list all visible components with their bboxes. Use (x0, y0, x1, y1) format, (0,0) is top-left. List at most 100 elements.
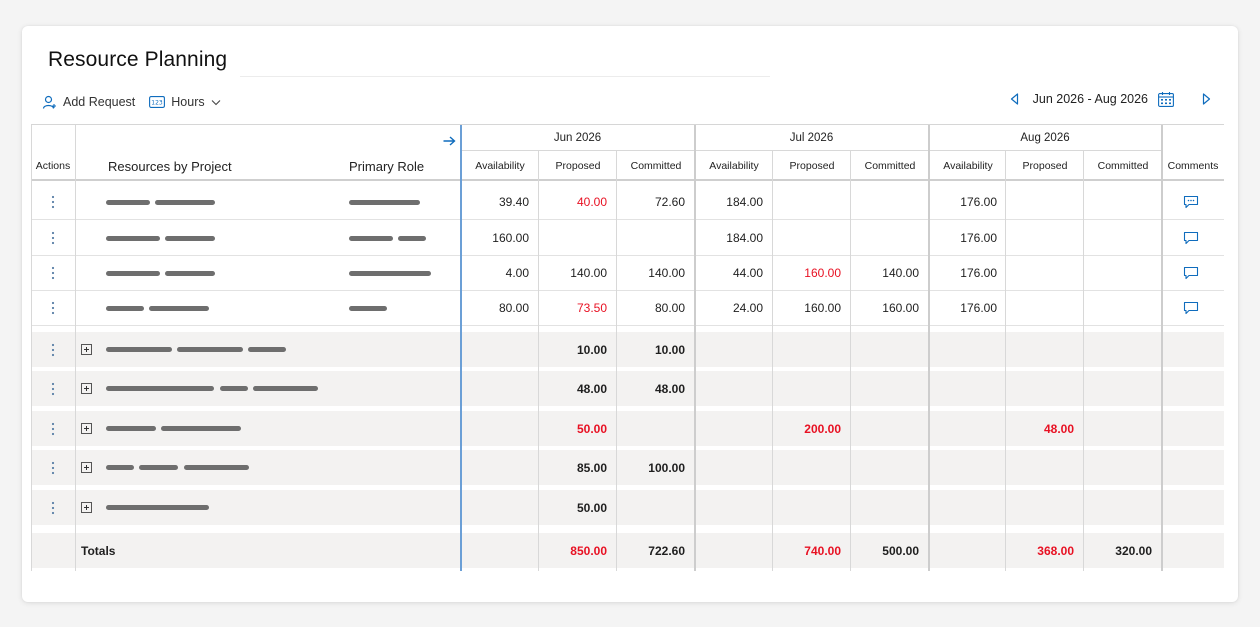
expand-icon[interactable] (81, 344, 92, 355)
committed-aug-cell[interactable] (1084, 371, 1162, 406)
proposed-aug-cell[interactable] (1006, 371, 1084, 406)
proposed-jul-cell[interactable] (773, 450, 851, 485)
availability-jul-cell[interactable] (695, 332, 773, 367)
more-actions-icon[interactable] (31, 221, 75, 255)
more-actions-icon[interactable] (31, 411, 75, 446)
availability-jul-cell[interactable]: 24.00 (732, 301, 763, 315)
resources-by-project-header[interactable]: Resources by Project (108, 158, 232, 174)
availability-jun-cell[interactable] (461, 332, 539, 367)
availability-jul-cell[interactable] (695, 533, 773, 568)
committed-jun-cell[interactable] (617, 490, 695, 525)
availability-jul-cell[interactable]: 184.00 (726, 231, 763, 245)
proposed-aug-cell[interactable] (1006, 490, 1084, 525)
committed-jul-cell[interactable] (851, 490, 929, 525)
expand-icon[interactable] (81, 502, 92, 513)
availability-jul-cell[interactable]: 184.00 (726, 195, 763, 209)
availability-jun-cell[interactable] (461, 450, 539, 485)
proposed-jul-cell[interactable] (773, 332, 851, 367)
proposed-jul-cell[interactable] (773, 221, 851, 255)
committed-jun-cell[interactable]: 48.00 (654, 381, 685, 396)
committed-jun-cell[interactable]: 100.00 (648, 460, 685, 475)
availability-aug-cell[interactable] (929, 371, 1007, 406)
proposed-jul-cell[interactable]: 160.00 (804, 266, 841, 280)
committed-jun-cell[interactable] (617, 221, 695, 255)
availability-jun-cell[interactable] (461, 490, 539, 525)
committed-jun-cell[interactable] (617, 411, 695, 446)
committed-aug-cell[interactable] (1084, 185, 1162, 219)
more-actions-icon[interactable] (31, 450, 75, 485)
availability-aug-cell[interactable] (929, 450, 1007, 485)
committed-jul-cell[interactable] (851, 411, 929, 446)
proposed-jul-cell[interactable] (773, 490, 851, 525)
proposed-aug-cell[interactable]: 368.00 (1037, 543, 1074, 558)
expand-icon[interactable] (81, 462, 92, 473)
proposed-jun-cell[interactable]: 40.00 (576, 195, 607, 209)
proposed-jul-cell[interactable] (773, 185, 851, 219)
committed-jun-cell[interactable]: 140.00 (648, 266, 685, 280)
proposed-jul-cell[interactable]: 200.00 (804, 421, 841, 436)
availability-aug-cell[interactable]: 176.00 (960, 231, 997, 245)
hours-unit-dropdown[interactable]: 123 Hours (149, 95, 221, 109)
availability-aug-cell[interactable] (929, 411, 1007, 446)
proposed-jul-cell[interactable] (773, 371, 851, 406)
committed-jul-cell[interactable] (851, 450, 929, 485)
proposed-aug-cell[interactable] (1006, 291, 1084, 325)
primary-role-header[interactable]: Primary Role (349, 158, 425, 174)
more-actions-icon[interactable] (31, 332, 75, 367)
availability-jul-cell[interactable] (695, 411, 773, 446)
availability-jun-cell[interactable]: 160.00 (492, 231, 529, 245)
availability-jun-cell[interactable]: 39.40 (498, 195, 529, 209)
previous-period-icon[interactable] (1005, 90, 1025, 108)
arrow-right-icon[interactable] (443, 131, 456, 151)
committed-jul-cell[interactable]: 500.00 (882, 543, 919, 558)
availability-jun-cell[interactable] (461, 411, 539, 446)
add-request-button[interactable]: Add Request (42, 95, 135, 110)
committed-jul-cell[interactable]: 140.00 (882, 266, 919, 280)
committed-aug-cell[interactable] (1084, 332, 1162, 367)
availability-jul-cell[interactable] (695, 490, 773, 525)
availability-aug-cell[interactable]: 176.00 (960, 266, 997, 280)
committed-aug-cell[interactable] (1084, 490, 1162, 525)
availability-aug-cell[interactable]: 176.00 (960, 195, 997, 209)
expand-icon[interactable] (81, 383, 92, 394)
expand-icon[interactable] (81, 423, 92, 434)
proposed-jul-cell[interactable]: 740.00 (804, 543, 841, 558)
committed-aug-cell[interactable] (1084, 411, 1162, 446)
committed-jul-cell[interactable]: 160.00 (882, 301, 919, 315)
committed-aug-cell[interactable]: 320.00 (1115, 543, 1152, 558)
availability-jul-cell[interactable] (695, 371, 773, 406)
committed-jun-cell[interactable]: 722.60 (648, 543, 685, 558)
availability-jul-cell[interactable] (695, 450, 773, 485)
committed-aug-cell[interactable] (1084, 291, 1162, 325)
committed-jun-cell[interactable]: 80.00 (654, 301, 685, 315)
comment-add-icon[interactable] (1183, 301, 1199, 315)
more-actions-icon[interactable] (31, 490, 75, 525)
comment-add-icon[interactable] (1183, 266, 1199, 280)
committed-jun-cell[interactable]: 10.00 (654, 342, 685, 357)
proposed-jun-cell[interactable] (539, 221, 617, 255)
proposed-aug-cell[interactable] (1006, 185, 1084, 219)
calendar-icon[interactable] (1158, 91, 1174, 107)
availability-aug-cell[interactable] (929, 332, 1007, 367)
proposed-jun-cell[interactable]: 73.50 (576, 301, 607, 315)
committed-aug-cell[interactable] (1084, 256, 1162, 290)
committed-jun-cell[interactable]: 72.60 (654, 195, 685, 209)
availability-aug-cell[interactable] (929, 533, 1007, 568)
availability-jul-cell[interactable]: 44.00 (732, 266, 763, 280)
more-actions-icon[interactable] (31, 371, 75, 406)
proposed-jun-cell[interactable]: 140.00 (570, 266, 607, 280)
availability-jun-cell[interactable]: 80.00 (498, 301, 529, 315)
proposed-jun-cell[interactable]: 48.00 (576, 381, 607, 396)
proposed-aug-cell[interactable] (1006, 450, 1084, 485)
proposed-jul-cell[interactable]: 160.00 (804, 301, 841, 315)
committed-jul-cell[interactable] (851, 221, 929, 255)
availability-jun-cell[interactable] (461, 533, 539, 568)
proposed-aug-cell[interactable]: 48.00 (1043, 421, 1074, 436)
committed-jul-cell[interactable] (851, 185, 929, 219)
proposed-aug-cell[interactable] (1006, 332, 1084, 367)
proposed-jun-cell[interactable]: 10.00 (576, 342, 607, 357)
committed-aug-cell[interactable] (1084, 450, 1162, 485)
availability-aug-cell[interactable]: 176.00 (960, 301, 997, 315)
committed-jul-cell[interactable] (851, 332, 929, 367)
committed-jul-cell[interactable] (851, 371, 929, 406)
